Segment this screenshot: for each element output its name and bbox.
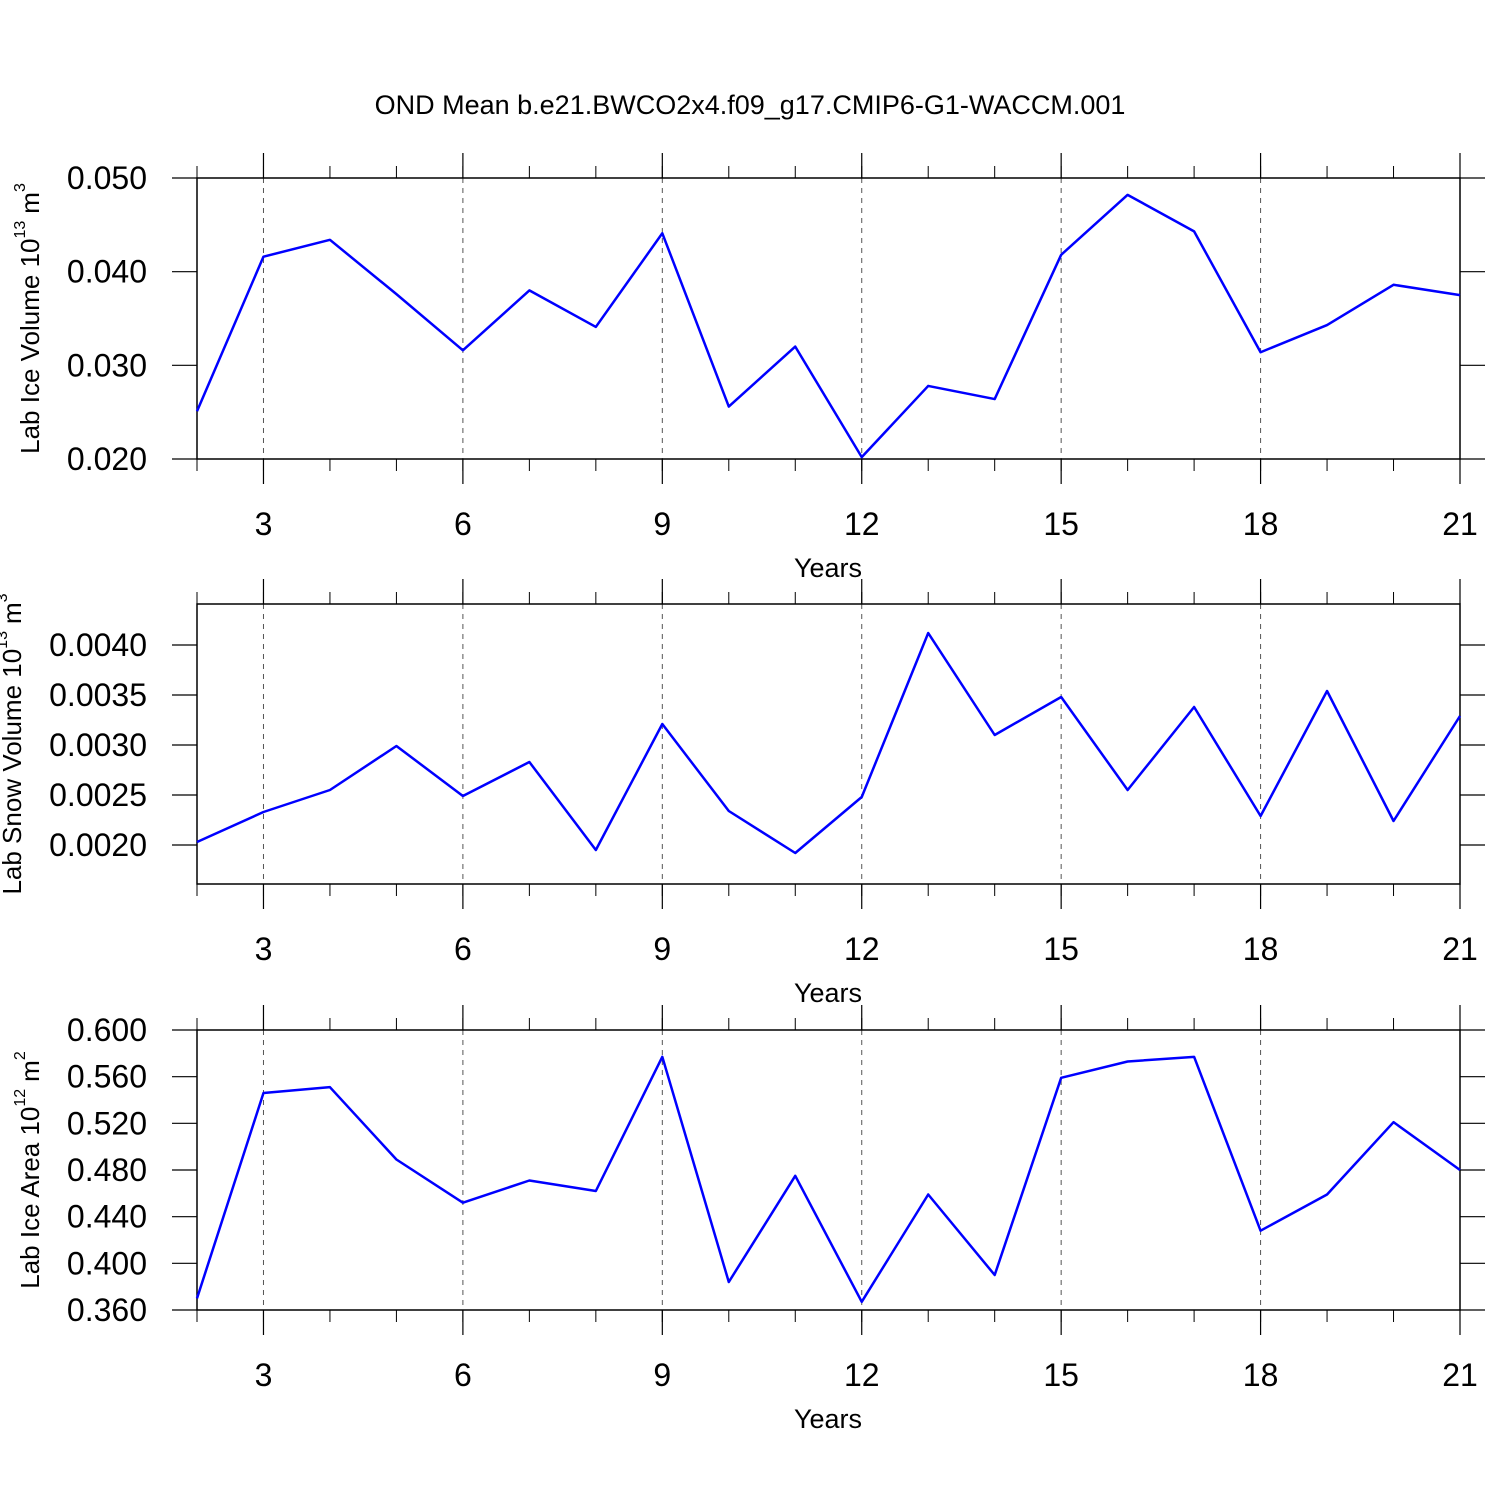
y-tick-label: 0.0030 — [49, 727, 147, 763]
y-tick-label: 0.560 — [67, 1059, 147, 1095]
y-tick-label: 0.0040 — [49, 627, 147, 663]
y-axis-label-part: Lab Ice Area 10 — [15, 1107, 45, 1289]
y-tick-label: 0.360 — [67, 1292, 147, 1328]
x-tick-label: 12 — [844, 1357, 880, 1393]
y-tick-label: 0.480 — [67, 1152, 147, 1188]
y-axis-label-part: 3 — [12, 183, 29, 192]
y-axis-label-part: 13 — [12, 221, 29, 239]
x-tick-label: 12 — [844, 506, 880, 542]
x-tick-label: 15 — [1043, 1357, 1079, 1393]
y-axis-label-part: m — [15, 1060, 45, 1082]
plot-frame — [196, 603, 1461, 885]
x-tick-label: 3 — [255, 506, 273, 542]
y-tick-label: 0.400 — [67, 1245, 147, 1281]
y-axis-label-part: 13 — [0, 631, 11, 649]
x-tick-label: 21 — [1442, 1357, 1478, 1393]
y-tick-label: 0.020 — [67, 441, 147, 477]
y-tick-label: 0.600 — [67, 1012, 147, 1048]
x-tick-label: 9 — [653, 1357, 671, 1393]
y-axis-label-part: 2 — [12, 1051, 29, 1060]
y-tick-label: 0.0035 — [49, 677, 147, 713]
x-tick-label: 12 — [844, 931, 880, 967]
data-line — [196, 631, 1462, 855]
y-tick-label: 0.040 — [67, 254, 147, 290]
x-axis-label: Years — [794, 553, 862, 583]
y-axis-label-part: 3 — [0, 593, 11, 602]
x-axis-label: Years — [794, 1404, 862, 1434]
x-tick-label: 3 — [255, 931, 273, 967]
y-axis-label: Lab Ice Volume 1013 m3 — [12, 183, 45, 454]
y-tick-label: 0.0020 — [49, 827, 147, 863]
y-tick-label: 0.520 — [67, 1105, 147, 1141]
y-axis-label-part: Lab Snow Volume 10 — [0, 649, 27, 895]
y-tick-label: 0.440 — [67, 1199, 147, 1235]
x-tick-label: 6 — [454, 506, 472, 542]
plot-frame — [196, 177, 1461, 460]
y-tick-label: 0.050 — [67, 160, 147, 196]
x-tick-label: 18 — [1243, 931, 1279, 967]
y-tick-label: 0.030 — [67, 347, 147, 383]
y-axis-label: Lab Snow Volume 1013 m3 — [0, 593, 27, 894]
x-axis-label: Years — [794, 978, 862, 1008]
data-line — [195, 193, 1461, 459]
x-tick-label: 21 — [1442, 931, 1478, 967]
x-tick-label: 18 — [1243, 506, 1279, 542]
x-tick-label: 6 — [454, 1357, 472, 1393]
x-tick-label: 15 — [1043, 931, 1079, 967]
y-axis-label-part: 12 — [12, 1089, 29, 1107]
data-line — [195, 1055, 1461, 1304]
chart-title: OND Mean b.e21.BWCO2x4.f09_g17.CMIP6-G1-… — [375, 90, 1126, 120]
y-tick-label: 0.0025 — [49, 777, 147, 813]
x-tick-label: 21 — [1442, 506, 1478, 542]
y-axis-label-part: m — [15, 192, 45, 214]
x-tick-label: 9 — [653, 931, 671, 967]
x-tick-label: 3 — [255, 1357, 273, 1393]
y-axis-label-part: Lab Ice Volume 10 — [15, 238, 45, 453]
plot-frame — [196, 1029, 1461, 1311]
x-tick-label: 9 — [653, 506, 671, 542]
y-axis-label-part: m — [0, 602, 27, 624]
x-tick-label: 18 — [1243, 1357, 1279, 1393]
x-tick-label: 15 — [1043, 506, 1079, 542]
y-axis-label: Lab Ice Area 1012 m2 — [12, 1051, 45, 1289]
x-tick-label: 6 — [454, 931, 472, 967]
